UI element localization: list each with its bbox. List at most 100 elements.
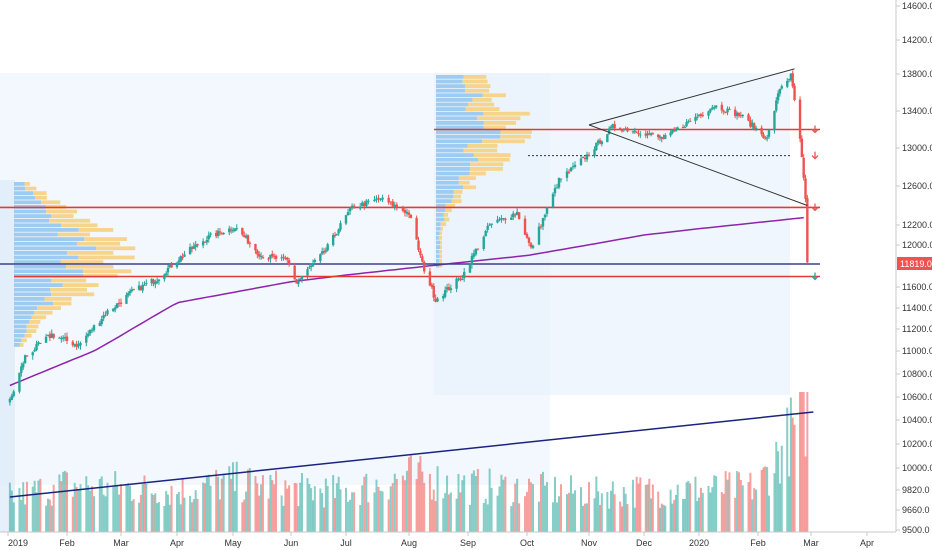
candle-body [767,130,771,137]
candle-body [335,234,339,236]
profile-2019-bar-yellow [84,237,127,241]
volume-bar [423,482,426,532]
x-ticks[interactable]: 2019 Feb Mar Apr May Jun Jul Aug Sep Oct Nov Dec 202… [7,532,874,548]
candle-body [457,278,460,280]
candle-body [515,211,519,215]
candle-body [791,73,794,87]
profile-2019h2-bar-blue [436,157,479,162]
x-tick-label: Feb [750,538,766,548]
profile-2019-bar-blue [14,186,26,191]
candle-body [583,157,587,160]
profile-2019h2-bar-yellow [468,102,495,107]
profile-2019h2-bar-blue [436,226,441,231]
profile-zone-1 [0,180,15,532]
candle-body [145,283,148,285]
volume-bar [85,476,88,532]
x-tick-label: Sep [460,538,476,548]
profile-2019h2-bar-yellow [440,222,447,226]
candle-body [90,329,94,331]
profile-2019h2-bar-yellow [477,116,521,121]
profile-2019-bar-yellow [31,315,46,320]
candle-body [442,296,445,299]
profile-2019-bar-yellow [51,292,95,297]
candle-body [282,256,285,258]
volume-bar [89,490,92,532]
volume-bar [486,504,489,532]
volume-bar [532,484,534,532]
profile-2019h2-bar-yellow [439,231,442,236]
candle-body [391,201,394,207]
volume-bar [415,479,418,532]
profile-2019-bar-yellow [33,191,47,195]
profile-2019h2-bar-yellow [463,75,487,79]
volume-bar [734,497,737,532]
volume-bar [709,492,712,532]
candle-body [502,218,505,220]
candle-body [436,298,439,302]
volume-bar [168,504,171,532]
profile-2019-bar-blue [14,292,52,297]
volume-bar [657,491,660,532]
volume-bar [243,499,246,532]
volume-bar [751,499,754,532]
volume-bars [8,392,814,532]
candle-body [320,251,324,254]
volume-bar [669,489,672,532]
candle-body [762,134,765,139]
candle-body [432,285,435,298]
profile-2019-bar-yellow [21,338,27,343]
candle-body [48,334,52,339]
profile-2019-bar-yellow [96,246,136,251]
candle-body [248,242,252,244]
candle-body [75,343,78,347]
candle-body [102,315,105,319]
profile-2019-bar-yellow [78,255,135,260]
candle-body [60,338,63,340]
profile-2019h2-bar-yellow [439,259,442,263]
candle-body [31,352,34,356]
volume-bar [664,505,667,532]
volume-bar [114,471,117,532]
profile-2019h2-bar-yellow [482,139,525,144]
volume-bar [599,504,601,532]
candle-body [651,133,655,135]
volume-bar [321,493,324,532]
y-tick-label: 9500.0 [902,525,930,535]
profile-2019h2-bar-yellow [451,199,462,203]
profile-2019-bar-yellow [49,218,91,223]
volume-bar [405,470,408,532]
candle-body [409,214,413,218]
volume-bar [715,476,718,532]
volume-bar [127,483,130,532]
profile-2019h2-bar-blue [436,121,484,125]
volume-bar [626,504,629,532]
x-tick-label: Apr [860,538,874,548]
volume-bar [788,476,791,532]
candle-body [112,308,115,312]
candle-body [482,236,485,250]
profile-2019-bar-blue [14,269,84,274]
y-ticks[interactable]: 14600.0 14200.0 13800.0 13400.0 13000.0 12600… [896,1,932,535]
volume-bar [408,457,410,532]
profile-2019-bar-yellow [26,329,37,333]
candle-body [375,198,378,201]
volume-bar [297,506,300,532]
profile-2019h2-bar-blue [436,162,471,167]
profile-2019h2-bar-yellow [445,208,452,213]
candle-body [300,276,304,279]
profile-2019h2-bar-yellow [483,121,517,125]
candle-body [681,126,685,128]
volume-bar [205,476,208,532]
candle-body [367,200,370,202]
candle-body [739,115,743,117]
volume-bar [46,498,49,532]
candle-body [539,226,543,228]
candle-body [609,126,613,129]
candle-body [430,284,434,287]
volume-bar [644,484,647,532]
candle-body [637,133,640,135]
candle-body [428,271,432,286]
profile-2019h2-bar-yellow [439,240,442,245]
candle-body [326,244,329,251]
candle-body [523,218,527,235]
